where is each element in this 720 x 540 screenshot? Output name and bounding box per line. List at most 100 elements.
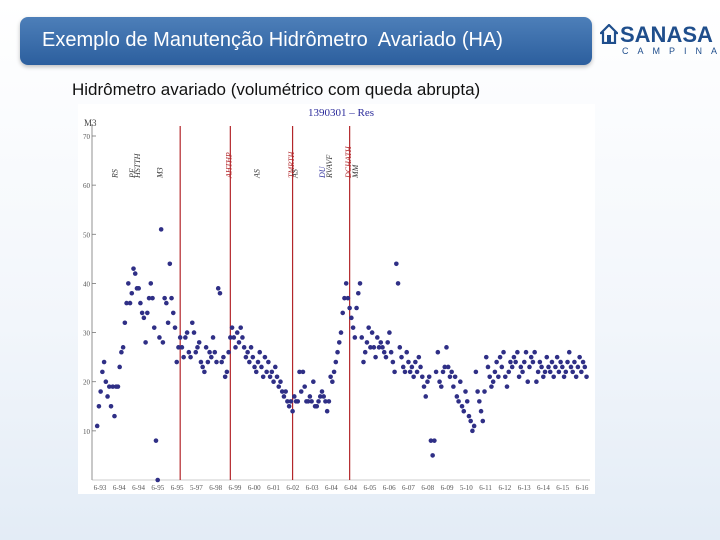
data-point	[466, 413, 472, 419]
data-point	[330, 379, 335, 385]
data-point	[461, 408, 467, 414]
x-tick-label: 6-94	[132, 484, 145, 492]
x-tick-label: 6-93	[94, 484, 107, 492]
data-point	[568, 364, 574, 370]
data-point	[253, 369, 259, 375]
data-point	[413, 359, 418, 365]
data-point	[343, 281, 349, 286]
data-point	[376, 345, 382, 350]
x-tick-label: 6-12	[498, 484, 511, 492]
event-label: DU	[318, 165, 327, 179]
data-point	[534, 379, 539, 385]
data-point	[151, 325, 157, 330]
data-point	[146, 295, 152, 301]
data-point	[520, 369, 525, 375]
data-point	[530, 359, 536, 365]
data-point	[160, 340, 166, 345]
data-point	[153, 438, 159, 443]
data-point	[556, 369, 562, 375]
data-point	[219, 359, 224, 365]
data-point	[290, 408, 295, 414]
data-point	[145, 310, 150, 316]
data-point	[454, 394, 460, 399]
data-point	[165, 320, 171, 326]
x-tick-label: 6-16	[576, 484, 589, 492]
data-point	[458, 379, 463, 385]
data-point	[359, 335, 365, 340]
data-point	[217, 290, 223, 296]
x-tick-label: 6-01	[267, 484, 280, 492]
data-point	[459, 403, 465, 409]
data-point	[317, 394, 323, 399]
data-point	[483, 354, 489, 360]
data-point	[117, 364, 122, 370]
data-point	[169, 295, 174, 301]
y-axis-label: M3	[84, 118, 97, 128]
data-point	[170, 310, 176, 316]
data-point	[432, 438, 437, 443]
data-point	[271, 379, 276, 385]
data-point	[241, 345, 247, 350]
data-point	[579, 369, 584, 375]
data-point	[445, 364, 451, 370]
data-point	[385, 340, 390, 345]
data-point	[259, 364, 264, 370]
data-point	[475, 389, 480, 394]
data-point	[202, 369, 207, 375]
data-point	[129, 290, 135, 296]
data-point	[285, 399, 290, 404]
x-tick-label: 6-08	[421, 484, 434, 492]
data-point	[231, 335, 237, 340]
y-tick-label: 20	[83, 379, 91, 387]
data-point	[100, 369, 105, 375]
data-point	[115, 384, 121, 389]
event-label: HSTTH	[133, 152, 142, 179]
data-point	[381, 349, 387, 355]
scatter-chart: 1390301 – Res M3 10 20 30 40 50 60 70 6-93 6-94 6…	[83, 107, 590, 492]
data-point	[106, 384, 112, 389]
data-point	[496, 374, 501, 380]
data-point	[319, 389, 325, 394]
data-point	[331, 369, 337, 375]
data-point	[563, 369, 569, 375]
data-point	[573, 374, 579, 380]
data-point	[183, 335, 188, 340]
data-point	[537, 359, 543, 365]
data-point	[577, 354, 582, 360]
data-point	[200, 364, 205, 370]
event-label: AS	[290, 169, 299, 179]
event-label: AS	[252, 169, 261, 179]
data-point	[255, 359, 261, 365]
x-tick-label: 5-10	[460, 484, 473, 492]
data-point	[558, 359, 563, 365]
data-point	[288, 399, 294, 404]
data-point	[438, 384, 444, 389]
logo-subtext: CAMPINAS	[622, 46, 720, 56]
x-tick-label: 6-00	[248, 484, 261, 492]
data-point	[316, 399, 321, 404]
data-point	[150, 295, 155, 301]
data-point	[425, 379, 430, 385]
event-label: M3	[155, 167, 164, 179]
data-point	[272, 364, 278, 370]
x-tick-label: 6-05	[363, 484, 376, 492]
data-point	[513, 359, 518, 365]
data-point	[504, 384, 510, 389]
data-point	[143, 340, 148, 345]
data-point	[506, 369, 512, 375]
data-point	[266, 359, 271, 365]
data-point	[387, 330, 392, 335]
data-point	[281, 394, 287, 399]
data-point	[177, 335, 183, 340]
data-point	[120, 345, 126, 350]
data-point	[572, 359, 577, 365]
data-point	[553, 364, 558, 370]
data-point	[400, 364, 406, 370]
data-point	[551, 374, 556, 380]
data-point	[257, 349, 263, 355]
data-point	[464, 399, 470, 404]
data-point	[416, 354, 422, 360]
y-tick-label: 10	[83, 428, 91, 436]
data-point	[580, 359, 586, 365]
data-point	[164, 300, 169, 306]
